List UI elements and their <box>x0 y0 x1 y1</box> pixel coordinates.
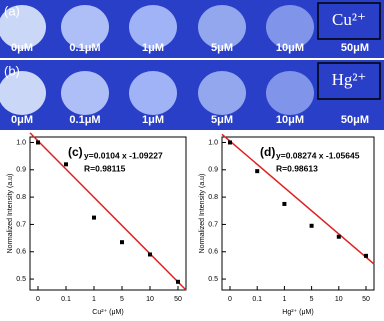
spot <box>61 5 109 49</box>
y-tick-label: 0.7 <box>208 221 218 228</box>
x-tick-label: 10 <box>146 296 154 303</box>
fit-r: R=0.98613 <box>276 163 318 173</box>
ion-label: Hg²⁺ <box>332 70 367 89</box>
concentration-label: 0μM <box>11 42 33 54</box>
fit-line <box>29 132 187 291</box>
y-tick-label: 0.8 <box>16 194 26 201</box>
concentration-label: 0.1μM <box>69 114 100 126</box>
concentration-label: 50μM <box>341 42 369 54</box>
x-tick-label: 0.1 <box>252 296 262 303</box>
x-axis-label: Hg²⁺ (μM) <box>282 309 313 316</box>
x-tick-label: 0.1 <box>61 296 71 303</box>
y-tick-label: 0.7 <box>16 221 26 228</box>
y-tick-label: 1.0 <box>208 139 218 146</box>
concentration-label: 50μM <box>341 114 369 126</box>
x-tick-label: 0 <box>36 296 40 303</box>
spot <box>198 71 246 115</box>
concentration-label: 0.1μM <box>69 42 100 54</box>
photo-b <box>0 60 384 130</box>
x-tick-label: 10 <box>335 296 343 303</box>
x-tick-label: 5 <box>310 296 314 303</box>
point <box>120 240 124 245</box>
y-tick-label: 0.6 <box>208 249 218 256</box>
spot <box>0 5 46 49</box>
axes-box <box>221 136 375 291</box>
point <box>282 201 287 206</box>
concentration-label: 5μM <box>211 42 233 54</box>
fit-equation: y=0.08274 x -1.05645 <box>276 150 360 160</box>
y-tick-label: 1.0 <box>16 139 26 146</box>
spot <box>129 71 177 115</box>
x-tick-label: 1 <box>282 296 286 303</box>
concentration-label: 10μM <box>276 114 304 126</box>
fit-line <box>221 133 375 265</box>
ion-box <box>317 62 381 100</box>
panel-label: (d) <box>260 145 275 159</box>
x-tick-label: 0 <box>228 296 232 303</box>
point <box>64 162 68 167</box>
x-axis-label: Cu²⁺ (μM) <box>92 309 123 316</box>
panel-label: (a) <box>4 3 20 18</box>
spot <box>266 5 314 49</box>
axes-box <box>29 136 187 291</box>
x-tick-label: 5 <box>120 296 124 303</box>
point <box>228 140 232 145</box>
y-tick-label: 0.5 <box>208 276 218 283</box>
x-tick-label: 1 <box>92 296 96 303</box>
panel-label: (c) <box>68 145 83 159</box>
point <box>255 169 260 174</box>
spot <box>0 71 46 115</box>
ion-label: Cu²⁺ <box>332 10 366 29</box>
concentration-label: 1μM <box>142 42 164 54</box>
point <box>148 252 152 257</box>
y-tick-label: 0.9 <box>16 167 26 174</box>
spot <box>61 71 109 115</box>
x-tick-label: 50 <box>362 296 370 303</box>
concentration-label: 5μM <box>211 114 233 126</box>
spot <box>129 5 177 49</box>
fit-r: R=0.98115 <box>84 163 126 173</box>
photo-a <box>0 0 384 58</box>
concentration-label: 0μM <box>11 114 33 126</box>
y-tick-label: 0.6 <box>16 249 26 256</box>
spot <box>266 71 314 115</box>
point <box>92 215 96 220</box>
y-axis-label: Normalized Intensity (a.u) <box>7 174 14 254</box>
ion-box <box>317 2 381 40</box>
fit-equation: y=0.0104 x -1.09227 <box>84 150 163 160</box>
x-tick-label: 50 <box>174 296 182 303</box>
point <box>36 140 40 145</box>
y-tick-label: 0.8 <box>208 194 218 201</box>
y-axis-label: Normalized Intensity (a.u) <box>199 174 206 254</box>
y-tick-label: 0.5 <box>16 276 26 283</box>
y-tick-label: 0.9 <box>208 167 218 174</box>
point <box>336 234 341 239</box>
concentration-label: 1μM <box>142 114 164 126</box>
point <box>309 223 314 228</box>
spot <box>198 5 246 49</box>
point <box>176 279 180 284</box>
point <box>364 253 368 258</box>
panel-label: (b) <box>4 63 20 78</box>
concentration-label: 10μM <box>276 42 304 54</box>
